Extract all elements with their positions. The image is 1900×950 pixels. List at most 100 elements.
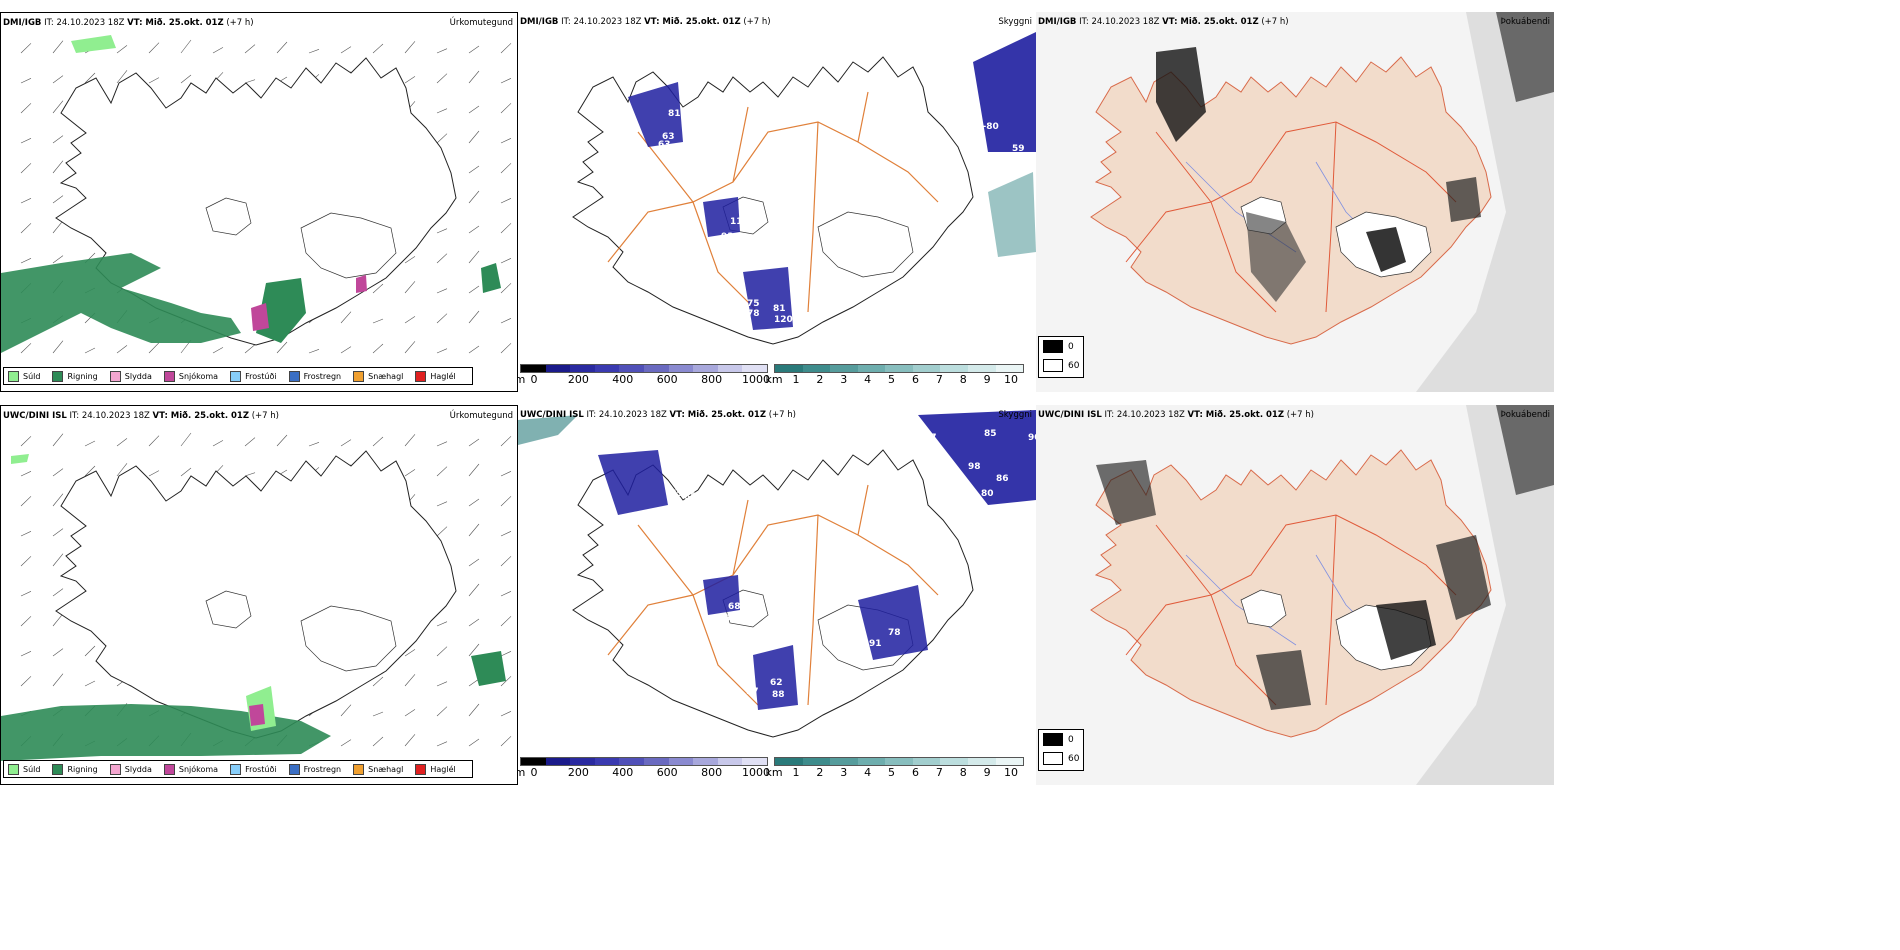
cloud-value-label: 62 xyxy=(770,678,783,688)
legend-label: Snjókoma xyxy=(178,764,219,774)
legend-swatch xyxy=(288,763,300,775)
init-time: IT: 24.10.2023 18Z xyxy=(561,17,642,27)
colorbar-tick: 600 xyxy=(656,766,678,779)
cloud-value-label: 81 xyxy=(773,304,786,314)
valid-time: VT: Mið. 25.okt. 01Z xyxy=(1162,17,1259,27)
legend-item: Snjókoma xyxy=(163,763,219,775)
precip-map xyxy=(1,432,512,761)
legend-swatch xyxy=(230,763,242,775)
cloud-value-label: 78 xyxy=(747,309,760,319)
visibility-colorbar: km 1 2 3 4 5 6 7 8 9 10 xyxy=(765,364,1024,390)
legend-item: Snæhagl xyxy=(353,763,404,775)
init-time: IT: 24.10.2023 18Z xyxy=(586,410,667,420)
colorbar-tick: 5 xyxy=(888,373,896,386)
legend-label: 60 xyxy=(1068,360,1080,371)
colorbar-tick: 1 xyxy=(792,373,800,386)
colorbar-tick: 2 xyxy=(816,766,824,779)
lead-time: (+7 h) xyxy=(1261,17,1289,27)
cloud-value-label: 59 xyxy=(1012,144,1025,154)
legend-swatch xyxy=(1043,752,1063,765)
cloud-value-label: 78 xyxy=(888,628,901,638)
legend-item: Frostregn xyxy=(288,370,341,382)
legend-label: Snæhagl xyxy=(368,371,404,381)
legend-swatch xyxy=(8,370,19,382)
legend-item: 60 xyxy=(1039,749,1083,768)
legend-item: Frostúði xyxy=(230,370,277,382)
precip-legend: Súld Rigning Slydda Snjókoma Frostúði Frostre… xyxy=(3,760,473,778)
panel-title: DMI/IGB IT: 24.10.2023 18Z VT: Mið. 25.o… xyxy=(1038,17,1289,27)
model-name: DMI/IGB xyxy=(3,18,42,28)
legend-item: Frostregn xyxy=(288,763,341,775)
legend-swatch xyxy=(163,370,175,382)
fog-legend: 0 60 xyxy=(1038,729,1084,771)
valid-time: VT: Mið. 25.okt. 01Z xyxy=(644,17,741,27)
legend-item: Haglél xyxy=(415,763,456,775)
cloud-value-label: 86 xyxy=(996,474,1009,484)
legend-swatch xyxy=(353,763,365,775)
colorbar-tick: 3 xyxy=(840,766,848,779)
legend-label: Snjókoma xyxy=(178,371,219,381)
colorbar-unit: km xyxy=(765,373,783,386)
colorbar-tick: 10 xyxy=(1004,766,1018,779)
panel-title: UWC/DINI ISL IT: 24.10.2023 18Z VT: Mið.… xyxy=(520,410,796,420)
init-time: IT: 24.10.2023 18Z xyxy=(44,18,125,28)
legend-swatch xyxy=(1043,733,1063,746)
colorbar-tick: 0 xyxy=(530,373,538,386)
colorbar-tick: 1000 xyxy=(742,766,770,779)
lead-time: (+7 h) xyxy=(743,17,771,27)
valid-time: VT: Mið. 25.okt. 01Z xyxy=(1187,410,1284,420)
field-name: Úrkomutegund xyxy=(449,18,513,28)
colorbar-tick: 800 xyxy=(701,766,723,779)
precip-map xyxy=(1,35,512,354)
colorbar-tick: 8 xyxy=(959,373,967,386)
legend-swatch xyxy=(288,370,300,382)
valid-time: VT: Mið. 25.okt. 01Z xyxy=(152,411,249,421)
colorbar-tick: 9 xyxy=(983,766,991,779)
legend-label: Snæhagl xyxy=(368,764,404,774)
cloud-value-label: 90 xyxy=(1028,433,1036,443)
cloud-value-label: 81 xyxy=(668,109,681,119)
precip-legend: Súld Rigning Slydda Snjókoma Frostúði Frostre… xyxy=(3,367,473,385)
legend-item: Rigning xyxy=(52,370,98,382)
valid-time: VT: Mið. 25.okt. 01Z xyxy=(127,18,224,28)
colorbar-tick: 6 xyxy=(911,373,919,386)
colorbar-tick: 800 xyxy=(701,373,723,386)
cloud-base-colorbar: m 0 200 400 600 800 1000 xyxy=(518,364,770,390)
cloud-value-label: 87 xyxy=(678,502,691,512)
colorbar-tick: 6 xyxy=(911,766,919,779)
legend-item: Snæhagl xyxy=(353,370,404,382)
panel-title: DMI/IGB IT: 24.10.2023 18Z VT: Mið. 25.o… xyxy=(3,18,254,28)
cloud-value-label: 87 xyxy=(924,433,937,443)
legend-label: Rigning xyxy=(67,371,98,381)
legend-swatch xyxy=(109,763,121,775)
fog-indicator-panel: DMI/IGB IT: 24.10.2023 18Z VT: Mið. 25.o… xyxy=(1036,12,1554,392)
fog-map xyxy=(1036,12,1554,392)
cloud-value-label: 63 xyxy=(658,140,671,150)
cloud-base-colorbar: m 0 200 400 600 800 1000 xyxy=(518,757,770,783)
field-name: Þokuábendi xyxy=(1500,410,1550,420)
visibility-colorbar: km 1 2 3 4 5 6 7 8 9 10 xyxy=(765,757,1024,783)
colorbar-tick: 2 xyxy=(816,373,824,386)
legend-item: Snjókoma xyxy=(163,370,219,382)
legend-label: Súld xyxy=(23,371,41,381)
colorbar-tick: 10 xyxy=(1004,373,1018,386)
cloud-visibility-panel: DMI/IGB IT: 24.10.2023 18Z VT: Mið. 25.o… xyxy=(518,12,1036,392)
field-name: Úrkomutegund xyxy=(449,411,513,421)
lead-time: (+7 h) xyxy=(768,410,796,420)
legend-item: Súld xyxy=(8,763,40,775)
legend-swatch xyxy=(52,370,64,382)
init-time: IT: 24.10.2023 18Z xyxy=(1079,17,1160,27)
cloud-map xyxy=(518,410,1036,738)
colorbar-tick: 1 xyxy=(792,766,800,779)
legend-item: 0 xyxy=(1039,730,1083,749)
init-time: IT: 24.10.2023 18Z xyxy=(69,411,150,421)
legend-swatch xyxy=(109,370,121,382)
cloud-visibility-panel: UWC/DINI ISL IT: 24.10.2023 18Z VT: Mið.… xyxy=(518,405,1036,785)
colorbar-tick: 4 xyxy=(864,766,872,779)
colorbar-tick: 400 xyxy=(612,373,634,386)
cloud-value-label: 80 xyxy=(981,489,994,499)
colorbar-tick: 0 xyxy=(530,766,538,779)
legend-item: Súld xyxy=(8,370,41,382)
cloud-value-label: 93 xyxy=(721,232,734,242)
legend-label: Haglél xyxy=(430,371,456,381)
